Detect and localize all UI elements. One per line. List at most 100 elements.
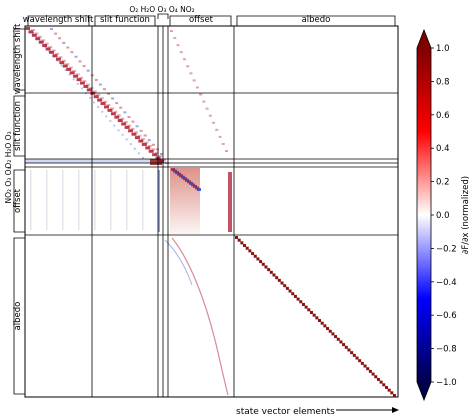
offset-cell: [195, 186, 199, 190]
diagonal-cell: [86, 88, 92, 92]
albedo-diagonal-cell: [277, 278, 281, 282]
albedo-diagonal-cell: [342, 343, 346, 347]
diagonal-cell: [121, 122, 127, 126]
diagonal-side-cell: [65, 63, 70, 66]
heatmap-cells: [25, 27, 396, 397]
offdiag-cell: [44, 45, 47, 48]
albedo-diagonal-cell: [374, 375, 378, 379]
offdiag-cell: [133, 147, 136, 150]
offdiag-cell: [135, 125, 139, 128]
block-grid-lines: [25, 26, 398, 397]
diagonal-cell: [49, 50, 55, 54]
offdiag-cell: [111, 97, 115, 100]
top-label-gases: O₂ H₂O O₃ O₄ NO₂: [129, 5, 194, 14]
diagonal-cell: [128, 129, 134, 133]
diagonal-side-cell: [147, 144, 152, 147]
offdiag-cell: [117, 129, 120, 132]
albedo-diagonal-cell: [272, 273, 276, 277]
diagonal-side-cell: [37, 35, 42, 38]
offdiag-cell: [127, 115, 131, 118]
albedo-diagonal-cell: [237, 238, 241, 242]
albedo-diagonal-cell: [261, 262, 265, 266]
albedo-diagonal-cell: [363, 364, 367, 368]
diagonal-cell: [110, 112, 116, 116]
colorbar-tick-label: 1.0: [436, 44, 450, 54]
diagonal-side-cell: [34, 32, 39, 35]
colorbar-tick-label: −0.4: [436, 278, 457, 288]
diagonal-side-cell: [55, 52, 60, 55]
top-brackets: [27, 13, 396, 26]
offdiag-cell: [36, 36, 39, 39]
albedo-diagonal-cell: [293, 294, 297, 298]
albedo-diagonal-cell: [245, 246, 249, 250]
offdiag-cell: [58, 37, 62, 40]
offdiag-cell: [48, 50, 51, 53]
diagonal-side-cell: [103, 100, 108, 103]
albedo-diagonal-cell: [267, 268, 271, 272]
offset-coupling-cell: [199, 93, 203, 96]
offdiag-cell: [105, 115, 108, 118]
offset-edge-column: [228, 172, 232, 232]
diagonal-side-cell: [51, 49, 56, 52]
offset-cell: [191, 183, 195, 187]
diagonal-side-cell: [31, 29, 35, 31]
diagonal-side-cell: [92, 90, 97, 93]
diagonal-side-cell: [85, 83, 90, 86]
left-label-slit-function: slit function: [13, 101, 23, 151]
offdiag-cell: [82, 65, 86, 68]
diagonal-side-cell: [127, 124, 132, 127]
albedo-diagonal-cell: [318, 319, 322, 323]
offset-coupling-cell: [205, 107, 209, 110]
albedo-diagonal-cell: [360, 361, 364, 365]
offdiag-cell: [115, 102, 119, 105]
diagonal-side-cell: [99, 97, 104, 100]
offset-faint-column: [126, 170, 128, 230]
offdiag-cell: [147, 139, 151, 142]
offdiag-cell: [80, 87, 83, 90]
diagonal-side-cell: [89, 86, 94, 89]
offdiag-cell: [97, 106, 100, 109]
offset-cell: [179, 174, 183, 178]
left-label-offset: offset: [13, 188, 23, 213]
colorbar-tick-label: −0.2: [436, 244, 457, 254]
offset-coupling-cell: [170, 30, 173, 32]
diagonal-side-cell: [158, 155, 163, 158]
colorbar-tick-label: −0.6: [436, 311, 457, 321]
offdiag-cell: [119, 106, 123, 109]
offset-cell: [181, 175, 185, 179]
offset-coupling-cell: [176, 44, 180, 47]
colorbar-tick-label: 0.6: [436, 111, 450, 121]
albedo-diagonal-cell: [312, 313, 316, 317]
left-label-gases-upper: O₂ H₂O O₃: [4, 131, 13, 168]
diagonal-cell: [62, 64, 68, 68]
albedo-diagonal-cell: [382, 383, 386, 387]
albedo-diagonal-cell: [368, 369, 372, 373]
offset-cell: [173, 169, 177, 173]
albedo-diagonal-cell: [387, 388, 391, 392]
diagonal-side-cell: [72, 69, 77, 72]
gas-row-strip: [26, 159, 166, 163]
offdiag-cell: [155, 148, 159, 151]
offdiag-cell: [40, 41, 43, 44]
offset-cell: [183, 177, 187, 181]
diagonal-side-cell: [120, 117, 125, 120]
offdiag-cell: [56, 59, 59, 62]
offdiag-cell: [151, 143, 155, 146]
offdiag-cell: [98, 83, 102, 86]
albedo-diagonal-cell: [390, 391, 394, 395]
colorbar-ticks: 1.0 0.8 0.6 0.4 0.2 0.0 −0.2 −0.4 −0.6 −0.8 −1.0: [431, 44, 457, 388]
albedo-diagonal-cell: [344, 345, 348, 349]
albedo-diagonal-cell: [256, 257, 260, 261]
diagonal-side-cell: [144, 141, 149, 144]
diagonal-cell: [76, 78, 82, 82]
offset-coupling-cell: [221, 142, 225, 145]
offdiag-cell: [86, 69, 90, 72]
gas-diagonal-cell: [150, 159, 162, 165]
albedo-diagonal-cell: [358, 359, 362, 363]
offset-cell: [189, 181, 193, 185]
x-axis-arrow: [336, 407, 399, 413]
diagonal-cell: [66, 67, 72, 71]
diagonal-side-cell: [41, 39, 46, 42]
offset-faint-column: [62, 170, 64, 230]
albedo-diagonal-cell: [269, 270, 273, 274]
